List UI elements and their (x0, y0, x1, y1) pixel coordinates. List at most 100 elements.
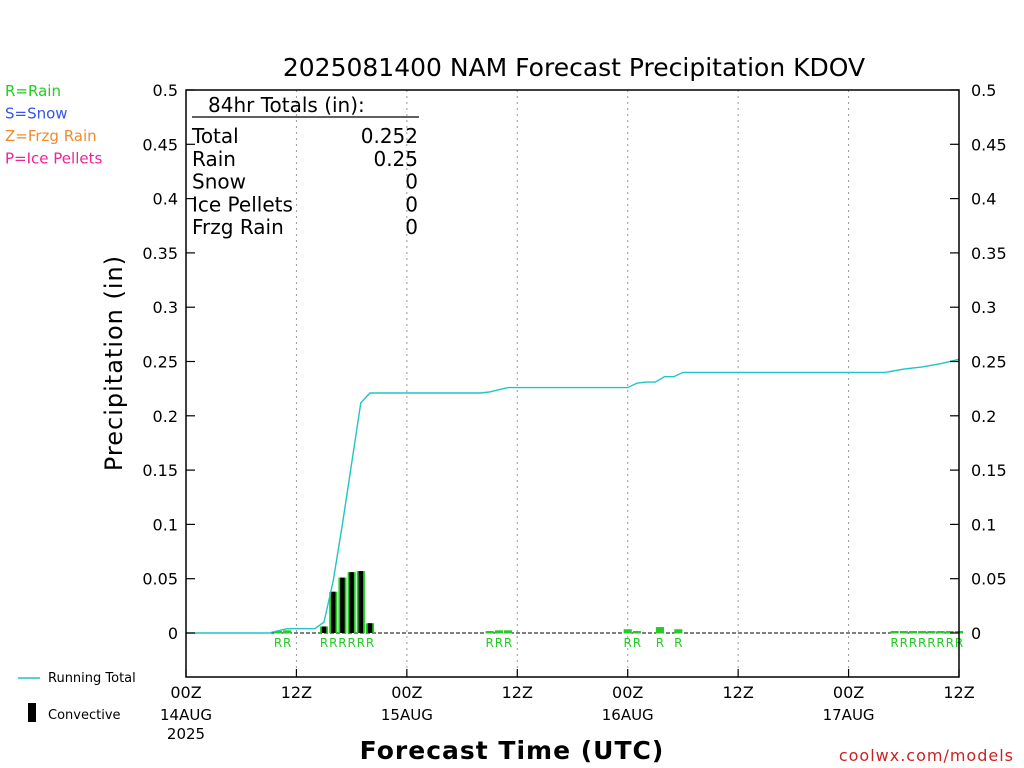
y-tick-label-right: 0.2 (971, 407, 996, 426)
precip-bar (918, 631, 927, 634)
totals-row-value: 0.25 (373, 147, 418, 171)
type-legend-item: P=Ice Pellets (5, 150, 102, 168)
precip-bar (890, 631, 899, 634)
totals-row-label: Snow (192, 170, 246, 194)
precip-bar (632, 631, 641, 634)
precip-type-label: R (274, 636, 282, 650)
precip-type-label: R (918, 636, 926, 650)
series-legend: Running Total Convective (18, 671, 136, 723)
totals-row-value: 0 (405, 215, 418, 239)
precip-bar (494, 630, 503, 634)
precip-type-label: R (946, 636, 954, 650)
grid-lines (295, 90, 850, 677)
totals-row-label: Frzg Rain (192, 215, 284, 239)
y-tick-label-right: 0.35 (971, 244, 1007, 263)
precip-type-label: R (347, 636, 355, 650)
y-axis-label: Precipitation (in) (100, 255, 128, 471)
convective-bar (321, 626, 327, 633)
precip-type-label: R (338, 636, 346, 650)
y-axis-ticks: 0 00.05 0.050.1 0.10.15 0.150.2 0.20.25 0.250.… (142, 81, 1006, 643)
chart-title: 2025081400 NAM Forecast Precipitation KD… (283, 53, 865, 82)
precip-bar (655, 627, 664, 634)
x-tick-label: 12Z (281, 683, 312, 702)
y-tick-label-right: 0.4 (971, 190, 996, 209)
precip-type-label: R (366, 636, 374, 650)
precip-type-label: R (320, 636, 328, 650)
precip-bar (485, 631, 494, 634)
precip-bar (927, 631, 936, 634)
convective-legend-label: Convective (48, 708, 121, 723)
precip-bar (504, 630, 513, 634)
y-tick-label-right: 0.1 (971, 515, 996, 534)
y-tick-label-right: 0.45 (971, 135, 1007, 154)
precip-bar (899, 631, 908, 634)
y-tick-label-right: 0.05 (971, 570, 1007, 589)
y-tick-label-left: 0 (168, 624, 178, 643)
y-tick-label-right: 0.3 (971, 298, 996, 317)
precip-type-label: R (656, 636, 664, 650)
y-tick-label-left: 0.25 (142, 353, 178, 372)
y-tick-label-left: 0.1 (153, 515, 178, 534)
convective-bar (358, 571, 364, 633)
precip-type-label: R (633, 636, 641, 650)
precip-type-label: R (927, 636, 935, 650)
y-tick-label-left: 0.45 (142, 135, 178, 154)
totals-row-label: Total (191, 124, 239, 148)
precip-type-label: R (900, 636, 908, 650)
precip-type-label: R (283, 636, 291, 650)
precip-type-label: R (329, 636, 337, 650)
y-tick-label-left: 0.3 (153, 298, 178, 317)
running-total-legend-label: Running Total (48, 671, 136, 686)
precip-bars (273, 571, 964, 634)
x-tick-label: 12Z (943, 683, 974, 702)
totals-row-label: Rain (192, 147, 236, 171)
type-legend-item: S=Snow (5, 105, 68, 123)
y-tick-label-left: 0.2 (153, 407, 178, 426)
type-legend-item: Z=Frzg Rain (5, 127, 97, 145)
precip-type-label: R (495, 636, 503, 650)
precip-type-legend: R=Rain S=Snow Z=Frzg Rain P=Ice Pellets (5, 82, 102, 168)
x-tick-date-label: 16AUG (602, 706, 654, 724)
x-tick-label: 00Z (391, 683, 422, 702)
y-tick-label-left: 0.15 (142, 461, 178, 480)
convective-bar (340, 577, 345, 633)
precip-bar (945, 631, 954, 634)
y-tick-label-left: 0.35 (142, 244, 178, 263)
convective-bar (330, 591, 336, 633)
x-tick-date-label: 15AUG (381, 706, 433, 724)
precip-type-label: R (504, 636, 512, 650)
precip-type-label: R (624, 636, 632, 650)
precip-type-label: R (357, 636, 365, 650)
y-tick-label-left: 0.5 (153, 81, 178, 100)
precip-bar (908, 631, 918, 634)
precip-type-label: R (936, 636, 944, 650)
precip-type-label: R (674, 636, 682, 650)
y-tick-label-right: 0.25 (971, 353, 1007, 372)
x-tick-label: 00Z (170, 683, 201, 702)
precip-bar (283, 630, 292, 634)
precip-bar (936, 631, 945, 634)
totals-row-value: 0 (405, 192, 418, 216)
running-total-line (186, 358, 960, 634)
precip-bar (273, 631, 283, 634)
totals-heading: 84hr Totals (in): (208, 93, 365, 117)
convective-bar (367, 623, 373, 633)
y-tick-label-right: 0.15 (971, 461, 1007, 480)
totals-row-value: 0.252 (361, 124, 418, 148)
precip-type-label: R (890, 636, 898, 650)
precip-bar (623, 629, 632, 634)
x-tick-label: 12Z (502, 683, 533, 702)
x-axis-label: Forecast Time (UTC) (360, 736, 665, 765)
totals-box: 84hr Totals (in): Total 0.252 Rain 0.25 Snow… (191, 93, 419, 239)
x-tick-label: 12Z (722, 683, 753, 702)
precip-type-label: R (486, 636, 494, 650)
type-legend-item: R=Rain (5, 82, 61, 100)
x-tick-label: 00Z (612, 683, 643, 702)
plot-frame (185, 89, 960, 678)
totals-row-value: 0 (405, 170, 418, 194)
precip-bar (674, 629, 683, 634)
convective-bar (349, 572, 354, 633)
